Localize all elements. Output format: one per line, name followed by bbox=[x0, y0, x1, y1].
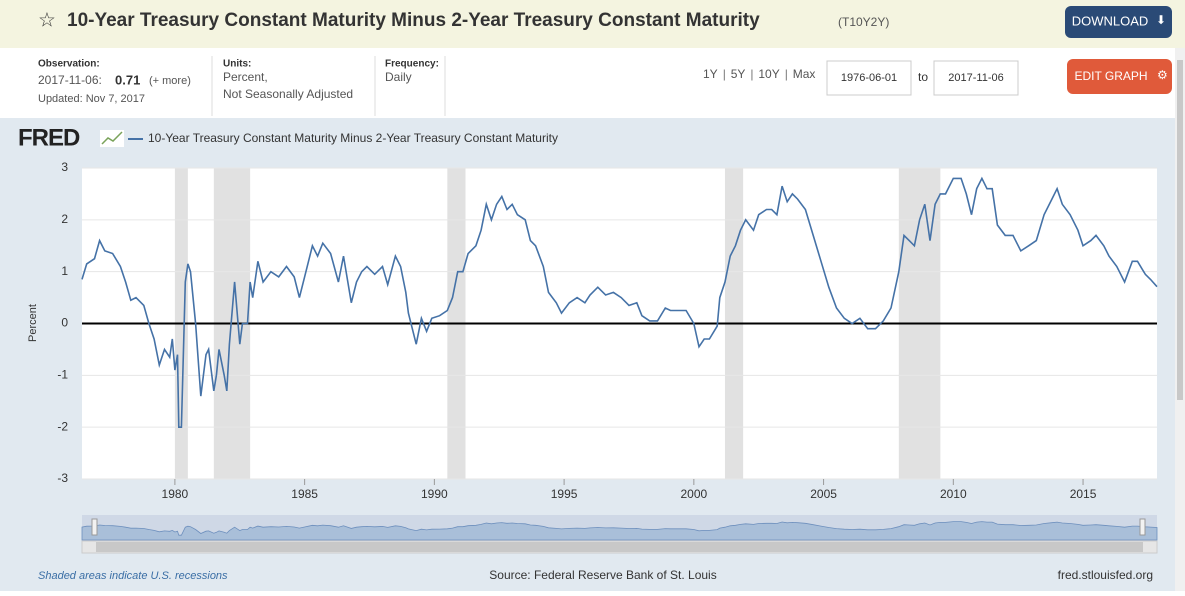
logo-icon bbox=[100, 130, 124, 147]
navigator-series bbox=[81, 521, 1158, 541]
legend-label: 10-Year Treasury Constant Maturity Minus… bbox=[148, 131, 558, 145]
nav-scroll-thumb[interactable] bbox=[96, 542, 1143, 552]
edit-graph-button[interactable] bbox=[1067, 59, 1172, 94]
series-id: (T10Y2Y) bbox=[838, 15, 889, 29]
source: Source: Federal Reserve Bank of St. Loui… bbox=[489, 568, 716, 582]
range-separator: | bbox=[750, 67, 753, 81]
more-link[interactable]: (+ more) bbox=[149, 75, 191, 87]
frequency-label: Frequency: bbox=[385, 59, 439, 70]
to-label: to bbox=[918, 70, 928, 84]
series-line bbox=[81, 176, 1158, 428]
logo-icon-line bbox=[101, 131, 123, 145]
observation-value: 0.71 bbox=[115, 72, 140, 87]
y-tick-label: 3 bbox=[61, 160, 68, 174]
navigator-handle[interactable] bbox=[91, 518, 98, 536]
recession-note: Shaded areas indicate U.S. recessions bbox=[38, 570, 228, 582]
range-links: 1Y | 5Y | 10Y | Max bbox=[703, 67, 815, 81]
y-tick-label: 2 bbox=[61, 212, 68, 226]
end-date-input[interactable] bbox=[933, 60, 1019, 96]
x-tick-label: 2010 bbox=[940, 487, 967, 501]
x-tick-label: 2005 bbox=[810, 487, 837, 501]
range-link[interactable]: Max bbox=[793, 67, 816, 81]
scroll-thumb[interactable] bbox=[1177, 60, 1183, 400]
y-tick-label: -3 bbox=[57, 471, 68, 485]
x-tick-label: 2000 bbox=[680, 487, 707, 501]
y-axis-label: Percent bbox=[27, 304, 39, 342]
navigator-area bbox=[81, 521, 1158, 541]
range-link[interactable]: 5Y bbox=[731, 67, 746, 81]
y-tick-label: -2 bbox=[57, 419, 68, 433]
edit-graph-label[interactable]: EDIT GRAPH bbox=[1074, 69, 1147, 83]
y-tick-label: 1 bbox=[61, 264, 68, 278]
fred-logo: FRED bbox=[18, 124, 80, 151]
observation-label: Observation: bbox=[38, 59, 100, 70]
y-tick-label: -1 bbox=[57, 368, 68, 382]
x-tick-label: 1990 bbox=[421, 487, 448, 501]
star-icon[interactable]: ☆ bbox=[38, 9, 56, 31]
units: Not Seasonally Adjusted bbox=[223, 87, 353, 101]
gear-icon[interactable]: ⚙ bbox=[1157, 68, 1168, 82]
range-separator: | bbox=[723, 67, 726, 81]
x-tick-label: 2015 bbox=[1070, 487, 1097, 501]
units-label: Units: bbox=[223, 59, 251, 70]
download-label[interactable]: DOWNLOAD bbox=[1072, 13, 1149, 28]
x-tick-label: 1995 bbox=[551, 487, 578, 501]
y-tick-label: 0 bbox=[61, 316, 68, 330]
navigator-handle[interactable] bbox=[1139, 518, 1146, 536]
download-button[interactable] bbox=[1065, 6, 1172, 38]
units: Percent, bbox=[223, 70, 268, 84]
observation-date: 2017-11-06: bbox=[38, 73, 102, 87]
x-tick-label: 1985 bbox=[291, 487, 318, 501]
download-icon[interactable]: ⬇ bbox=[1156, 13, 1166, 27]
header-bar bbox=[0, 0, 1185, 48]
start-date-input[interactable] bbox=[826, 60, 912, 96]
range-link[interactable]: 10Y bbox=[758, 67, 779, 81]
x-tick-label: 1980 bbox=[162, 487, 189, 501]
frequency: Daily bbox=[385, 70, 412, 84]
updated: Updated: Nov 7, 2017 bbox=[38, 93, 145, 105]
range-separator: | bbox=[785, 67, 788, 81]
title: 10-Year Treasury Constant Maturity Minus… bbox=[67, 10, 760, 31]
site: fred.stlouisfed.org bbox=[1058, 568, 1153, 582]
range-link[interactable]: 1Y bbox=[703, 67, 718, 81]
plot: -3 -2 -1 0 1 2 3 1980 1985 1990 1995 2000 2005 2010 20… bbox=[57, 160, 1158, 501]
start-date[interactable]: 1976-06-01 bbox=[841, 72, 897, 84]
end-date[interactable]: 2017-11-06 bbox=[948, 72, 1003, 84]
